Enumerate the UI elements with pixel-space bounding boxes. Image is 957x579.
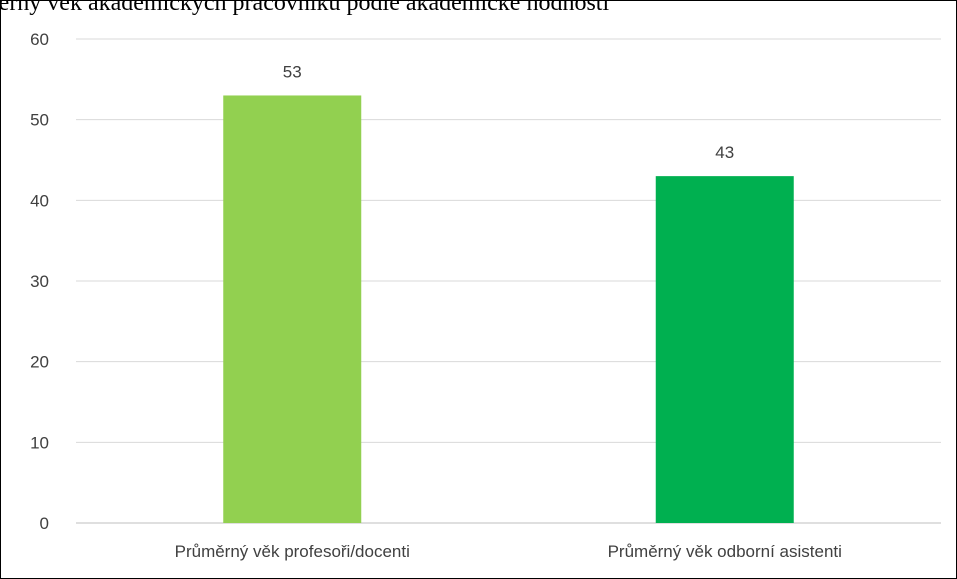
y-tick-label: 0 xyxy=(40,514,49,533)
data-labels: 53 43 xyxy=(283,62,734,162)
x-category-label: Průměrný věk profesoři/docenti xyxy=(175,542,410,561)
gridlines xyxy=(76,38,941,524)
x-axis-categories: Průměrný věk profesoři/docenti Průměrný v… xyxy=(175,542,842,561)
y-tick-label: 60 xyxy=(30,30,49,49)
data-label: 53 xyxy=(283,62,302,81)
y-tick-label: 30 xyxy=(30,272,49,291)
chart-title: růměrný věk akademických pracovníků podl… xyxy=(0,0,610,16)
data-label: 43 xyxy=(715,143,734,162)
y-tick-label: 10 xyxy=(30,433,49,452)
bars xyxy=(223,95,794,523)
y-tick-label: 20 xyxy=(30,353,49,372)
bar xyxy=(223,95,362,523)
y-tick-label: 50 xyxy=(30,111,49,130)
x-category-label: Průměrný věk odborní asistenti xyxy=(608,542,842,561)
y-tick-label: 40 xyxy=(30,191,49,210)
bar xyxy=(655,176,794,523)
y-axis-ticks: 0 10 20 30 40 50 60 xyxy=(30,30,49,533)
